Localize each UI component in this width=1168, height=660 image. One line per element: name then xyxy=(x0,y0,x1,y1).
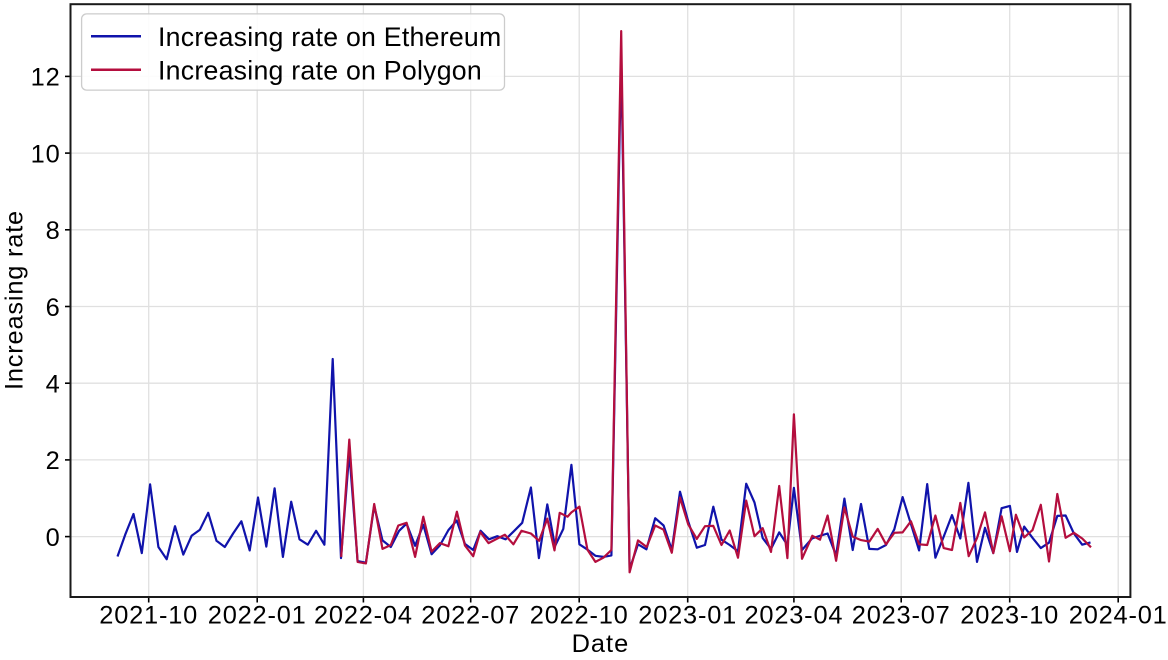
svg-text:2023-07: 2023-07 xyxy=(852,602,951,630)
svg-text:2022-10: 2022-10 xyxy=(530,602,629,630)
svg-text:2: 2 xyxy=(46,447,61,475)
svg-text:2023-04: 2023-04 xyxy=(745,602,844,630)
svg-text:2022-07: 2022-07 xyxy=(421,602,520,630)
svg-text:2022-01: 2022-01 xyxy=(208,602,307,630)
svg-text:Increasing rate: Increasing rate xyxy=(0,210,28,390)
svg-text:6: 6 xyxy=(46,294,61,322)
svg-text:0: 0 xyxy=(46,524,61,552)
svg-text:2021-10: 2021-10 xyxy=(99,602,198,630)
svg-text:Increasing rate on Polygon: Increasing rate on Polygon xyxy=(158,56,482,86)
svg-text:Increasing rate on Ethereum: Increasing rate on Ethereum xyxy=(158,22,502,52)
svg-text:2023-01: 2023-01 xyxy=(638,602,737,630)
svg-text:12: 12 xyxy=(31,64,61,92)
svg-text:8: 8 xyxy=(46,217,61,245)
svg-text:2024-01: 2024-01 xyxy=(1069,602,1168,630)
svg-text:Date: Date xyxy=(572,630,630,658)
svg-text:10: 10 xyxy=(31,140,61,168)
svg-text:2022-04: 2022-04 xyxy=(314,602,413,630)
svg-text:4: 4 xyxy=(46,371,61,399)
svg-text:2023-10: 2023-10 xyxy=(960,602,1059,630)
